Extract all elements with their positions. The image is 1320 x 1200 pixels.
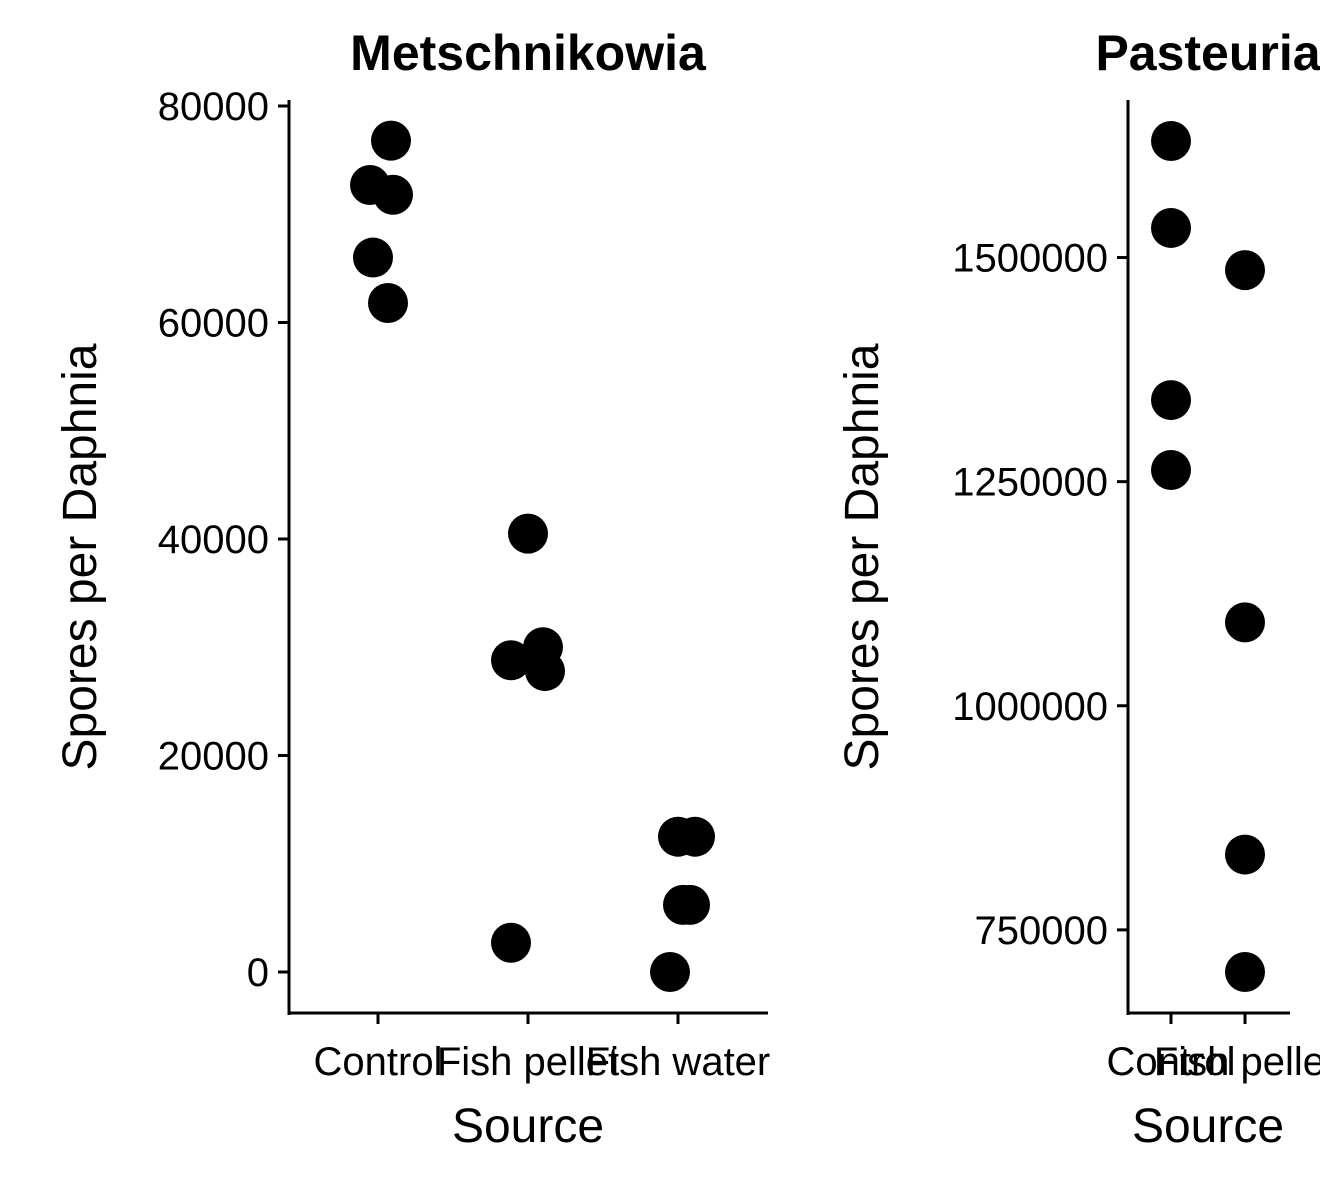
y-tick-label: 1500000 <box>952 237 1108 281</box>
panel-metschnikowia: Metschnikowia Spores per Daphnia Source … <box>54 25 770 1153</box>
y-tick-label: 1250000 <box>952 461 1108 505</box>
data-point <box>371 120 411 161</box>
panel-pasteuria: Pasteuria Spores per Daphnia Source 7500… <box>836 25 1320 1153</box>
data-point <box>1151 121 1191 161</box>
data-point <box>353 237 393 278</box>
data-point <box>491 922 531 963</box>
y-tick-label: 60000 <box>158 302 269 346</box>
data-point <box>491 640 531 681</box>
y-tick-label: 1000000 <box>952 685 1108 729</box>
data-point <box>670 884 710 925</box>
x-tick-label: Fish pellet <box>1154 1040 1320 1084</box>
data-point <box>675 816 715 857</box>
y-tick-label: 20000 <box>158 735 269 779</box>
y-tick-label: 80000 <box>158 85 269 129</box>
data-point <box>525 651 565 692</box>
x-axis-title: Source <box>1132 1100 1284 1153</box>
data-point <box>373 174 413 215</box>
y-tick-label: 0 <box>247 951 269 995</box>
x-tick-label: Control <box>314 1040 443 1084</box>
data-point <box>1225 834 1265 875</box>
y-axis-title: Spores per Daphnia <box>836 343 889 770</box>
data-point <box>1151 449 1191 490</box>
data-point <box>1151 380 1191 421</box>
x-tick-label: Control <box>1107 1040 1236 1084</box>
y-tick-label: 750000 <box>975 909 1108 953</box>
point-group <box>350 120 715 992</box>
y-tick-label: 40000 <box>158 518 269 562</box>
data-point <box>1225 602 1265 643</box>
panel-title: Metschnikowia <box>350 25 707 81</box>
data-point <box>508 513 548 554</box>
y-axis-title: Spores per Daphnia <box>54 343 107 770</box>
x-tick-label: Fish pellet <box>437 1040 619 1084</box>
panel-title: Pasteuria <box>1095 25 1320 81</box>
data-point <box>1225 952 1265 992</box>
data-point <box>1225 250 1265 291</box>
x-axis-title: Source <box>452 1100 604 1153</box>
data-point <box>1151 207 1191 248</box>
data-point <box>368 283 408 324</box>
data-point <box>650 952 690 992</box>
point-group <box>1151 121 1265 992</box>
x-tick-label: Fish water <box>586 1040 771 1084</box>
